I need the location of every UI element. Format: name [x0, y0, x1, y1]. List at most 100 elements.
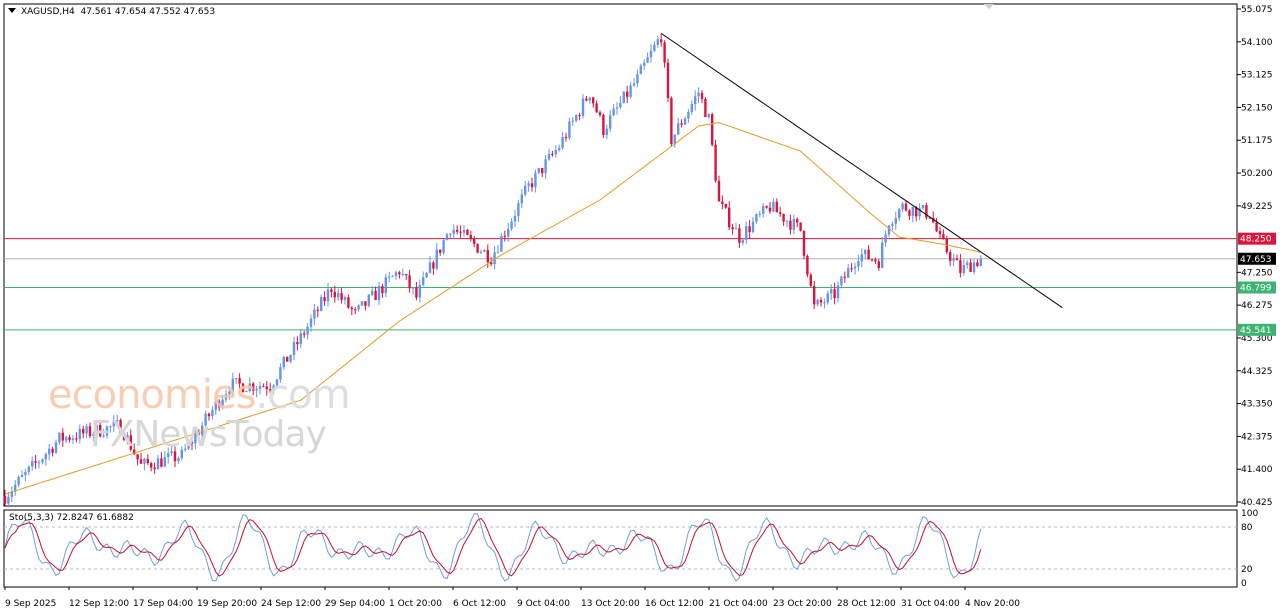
candle-bearish — [82, 428, 85, 434]
candle-bullish — [534, 172, 537, 188]
collapse-triangle-icon[interactable] — [8, 8, 16, 13]
candle-bullish — [462, 229, 466, 233]
candle-bullish — [428, 262, 432, 274]
watermark-fxnewstoday: FXNewsToday — [90, 414, 327, 455]
candle-bullish — [180, 449, 183, 459]
candle-bullish — [785, 220, 789, 222]
candle-bullish — [228, 391, 231, 395]
candle-bullish — [214, 401, 217, 410]
x-tick-label: 13 Oct 20:00 — [581, 599, 640, 609]
candle-bearish — [813, 285, 816, 305]
candle-bearish — [381, 286, 384, 294]
candle-bullish — [496, 251, 500, 253]
candle-bullish — [513, 215, 517, 222]
candle-bullish — [918, 208, 921, 217]
candle-bullish — [527, 183, 530, 186]
y-tick-label: 53.125 — [1241, 71, 1273, 81]
level-price-label: 46.799 — [1240, 284, 1272, 294]
candle-bullish — [435, 249, 438, 269]
candle-bearish — [218, 401, 221, 408]
candle-bullish — [673, 134, 676, 144]
candle-bearish — [564, 137, 568, 139]
candle-bearish — [456, 229, 459, 232]
candle-bullish — [615, 107, 619, 109]
level-price-label: 48.250 — [1240, 235, 1272, 245]
trendline[interactable] — [660, 32, 1063, 309]
main-pane-frame — [3, 3, 1238, 507]
candle-bullish — [646, 57, 649, 63]
candle-bearish — [843, 276, 846, 278]
candle-bearish — [833, 289, 836, 299]
candle-bearish — [799, 222, 802, 231]
candle-bullish — [10, 491, 13, 497]
x-tick-label: 28 Oct 12:00 — [837, 599, 896, 609]
level-price-badge — [1238, 323, 1276, 336]
candle-bullish — [860, 254, 863, 262]
candle-bullish — [224, 394, 228, 400]
candle-bearish — [670, 97, 673, 144]
candle-bearish — [466, 229, 469, 235]
candle-bearish — [704, 99, 707, 118]
candle-bullish — [37, 462, 41, 464]
candle-bullish — [901, 203, 904, 210]
candle-bullish — [547, 154, 551, 160]
candle-bullish — [326, 289, 330, 302]
candle-bearish — [949, 252, 952, 261]
candle-bullish — [258, 386, 262, 389]
candle-bullish — [507, 228, 510, 237]
candle-bearish — [796, 219, 799, 223]
candle-bearish — [717, 180, 721, 202]
candle-bullish — [170, 451, 173, 454]
candle-bearish — [476, 243, 479, 253]
y-tick-label: 40.425 — [1241, 498, 1273, 508]
candle-bullish — [167, 453, 170, 458]
y-tick-label: 49.225 — [1241, 202, 1273, 212]
candle-bearish — [915, 206, 918, 217]
level-price-label: 45.541 — [1240, 326, 1272, 336]
candle-bullish — [20, 475, 24, 478]
candle-bearish — [136, 454, 139, 460]
candle-bullish — [143, 458, 146, 464]
candle-bullish — [694, 96, 697, 105]
candle-bearish — [408, 275, 411, 289]
candle-bearish — [819, 299, 823, 303]
candle-bullish — [520, 194, 523, 204]
candle-bullish — [44, 454, 47, 460]
x-tick-label: 24 Sep 12:00 — [261, 599, 321, 609]
candle-bearish — [775, 201, 778, 213]
candle-bullish — [71, 438, 75, 440]
scroll-shift-marker-icon[interactable] — [984, 4, 994, 9]
y-tick-label: 44.325 — [1241, 367, 1273, 377]
candle-bullish — [445, 234, 449, 241]
candle-bullish — [898, 209, 901, 219]
candle-bearish — [490, 262, 493, 265]
candle-bearish — [738, 228, 741, 243]
candle-bullish — [479, 251, 483, 253]
candle-bearish — [333, 291, 336, 298]
candle-bullish — [95, 424, 98, 434]
candle-bullish — [204, 413, 207, 426]
candle-bearish — [503, 235, 506, 237]
open-value: 47.561 — [80, 7, 112, 17]
candle-bullish — [887, 225, 891, 235]
candle-bullish — [772, 201, 775, 212]
candle-bearish — [439, 249, 442, 253]
candle-bullish — [156, 458, 160, 470]
candle-bearish — [541, 168, 544, 174]
candle-bullish — [425, 273, 428, 278]
candle-bearish — [592, 97, 595, 104]
candle-bullish — [619, 102, 622, 108]
candle-bearish — [976, 262, 979, 266]
candle-bullish — [306, 326, 309, 335]
candle-bearish — [99, 424, 102, 437]
candle-bearish — [252, 383, 255, 391]
x-tick-label: 17 Sep 04:00 — [133, 599, 193, 609]
candle-bearish — [265, 386, 268, 390]
candle-bullish — [92, 433, 95, 436]
candle-bearish — [806, 255, 809, 275]
level-price-label: 47.653 — [1240, 255, 1272, 265]
candle-bullish — [275, 379, 279, 386]
high-value: 47.654 — [114, 7, 147, 17]
candle-bullish — [65, 437, 68, 441]
